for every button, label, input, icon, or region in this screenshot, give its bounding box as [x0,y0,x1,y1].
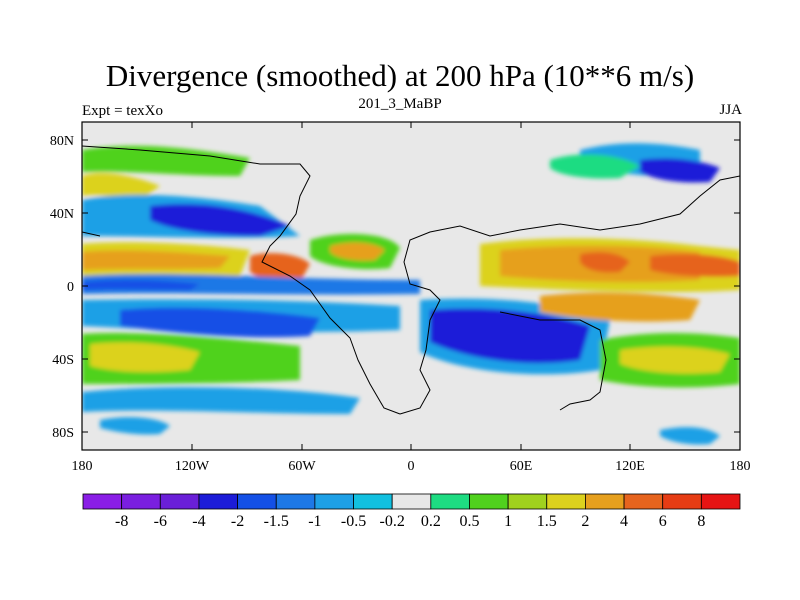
lon-label: 60W [288,459,316,474]
lat-label: 0 [67,280,74,295]
colorbar-swatch [314,493,354,510]
colorbar-label: -4 [192,513,205,530]
colorbar-swatch [507,493,548,510]
case-label: 201_3_MaBP [358,96,442,112]
divergence-field [82,122,740,450]
colorbar-label: -6 [154,513,167,530]
colorbar-swatch [469,493,509,510]
colorbar-label: 8 [697,513,705,530]
colorbar-swatch [198,493,238,510]
colorbar-swatch [662,493,702,510]
colorbar-label: 4 [620,513,628,530]
lat-label: 40S [52,353,74,368]
colorbar-label: 2 [581,513,589,530]
colorbar-swatch [585,493,625,510]
colorbar-swatch [353,493,393,510]
experiment-label: Expt = texXo [82,103,163,119]
lon-label: 120E [615,459,645,474]
colorbar-label: -0.2 [380,513,405,530]
colorbar-label: -2 [231,513,244,530]
colorbar-swatch [82,493,123,510]
season-label: JJA [719,102,742,118]
colorbar-swatch [546,493,586,510]
lon-label: 120W [175,459,210,474]
lon-label: 180 [730,459,751,474]
colorbar-swatch [623,493,664,510]
colorbar-label: 0.2 [421,513,441,530]
lon-label: 60E [510,459,533,474]
plot-title: Divergence (smoothed) at 200 hPa (10**6 … [105,58,695,93]
lon-label: 0 [408,459,415,474]
lat-label: 40N [50,207,74,222]
colorbar-label: -8 [115,513,128,530]
colorbar-swatch [237,493,277,510]
colorbar-swatch [275,493,316,510]
colorbar-label: 1.5 [537,513,557,530]
colorbar-swatch [159,493,200,510]
lon-label: 180 [72,459,93,474]
colorbar-label: 6 [659,513,667,530]
colorbar-label: -1 [308,513,321,530]
colorbar-swatch [391,493,432,510]
colorbar-label: -1.5 [264,513,289,530]
colorbar-label: -0.5 [341,513,366,530]
lat-label: 80S [52,426,74,441]
colorbar: -8 -6 -4 -2 -1.5 -1 -0.5 -0.2 0.2 0.5 1 1.5 2 4 6 8 [82,493,741,530]
colorbar-label: 0.5 [459,513,479,530]
lat-label: 80N [50,134,74,149]
axis-ticks [82,122,740,450]
colorbar-label: 1 [504,513,512,530]
colorbar-swatch [700,493,741,510]
colorbar-swatch [430,493,470,510]
coastlines [82,145,740,415]
colorbar-swatch [121,493,161,510]
